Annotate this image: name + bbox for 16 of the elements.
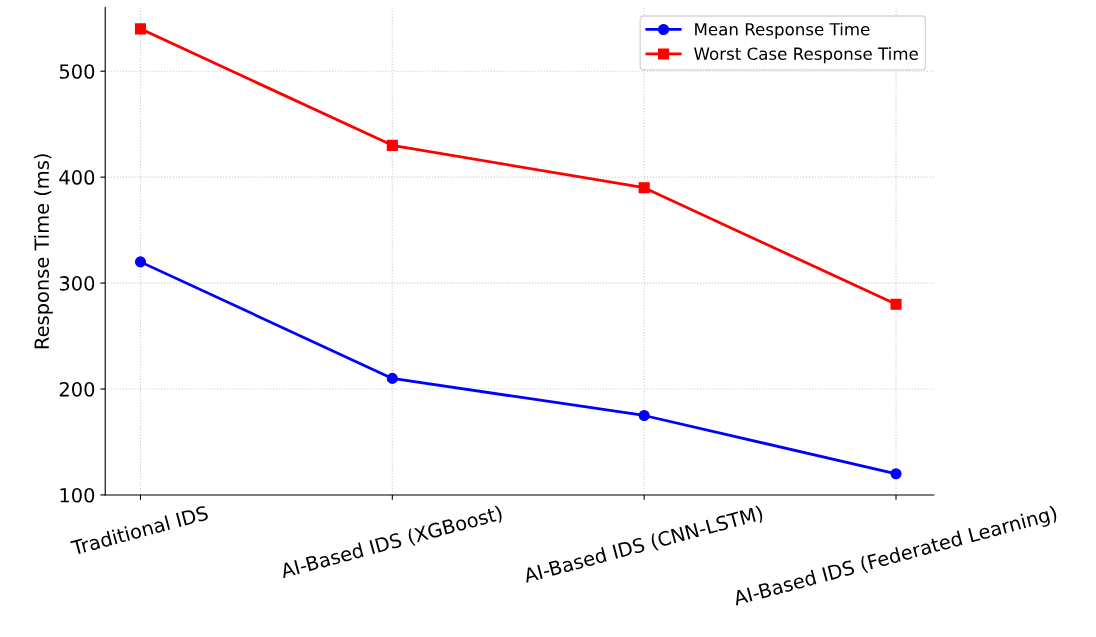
point	[890, 468, 902, 480]
point	[386, 372, 398, 384]
point	[638, 409, 650, 422]
y-tick-label: 500	[59, 64, 95, 79]
point	[134, 23, 147, 35]
y-tick-label: 200	[59, 381, 95, 397]
legend-label: Worst Case Response Time	[694, 47, 918, 64]
point	[638, 182, 650, 194]
point	[890, 298, 902, 310]
y-tick-label: 100	[60, 487, 95, 503]
legend-label: Mean Response Time	[695, 22, 870, 39]
y-axis-title: Response Time (ms)	[34, 154, 53, 349]
y-tick-label: 400	[59, 170, 95, 185]
point	[386, 139, 398, 151]
y-tick-label: 300	[59, 276, 95, 291]
point	[134, 256, 147, 268]
